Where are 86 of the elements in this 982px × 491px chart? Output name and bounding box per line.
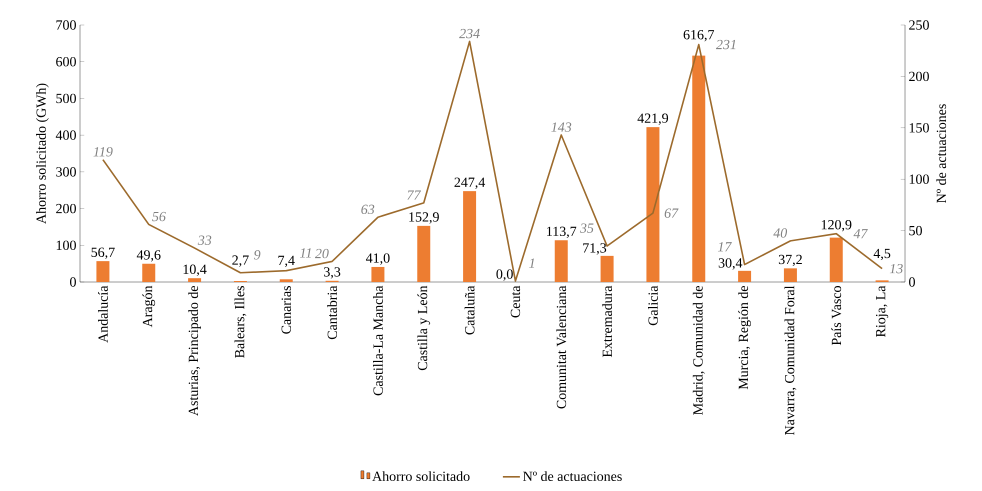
y-tick-label: 0	[70, 277, 76, 287]
data-label: 63	[361, 204, 374, 214]
x-tick-label: Aragón	[142, 286, 156, 328]
data-label: 30,4	[718, 258, 742, 270]
data-label: 33	[198, 236, 212, 245]
x-tick-label: Rioja, La	[876, 286, 888, 338]
bar	[600, 256, 614, 282]
bar	[371, 266, 384, 282]
data-label: 421,9	[637, 114, 668, 125]
x-tick-label: Extremadura	[602, 286, 612, 358]
bar	[463, 191, 476, 282]
bar	[738, 270, 752, 282]
data-label: 11	[300, 248, 311, 258]
data-label: 3,3	[324, 267, 340, 279]
y2-axis-title: Nº de actuaciones	[936, 104, 946, 203]
data-label: 35	[580, 223, 594, 233]
data-label: 37,2	[778, 254, 802, 266]
data-label: 120,9	[822, 220, 852, 232]
bar	[96, 261, 110, 282]
x-tick-label: Cantabria	[327, 286, 337, 340]
y2-tick-label: 200	[909, 72, 929, 82]
data-label: 49,6	[136, 250, 161, 262]
data-label: 13	[890, 264, 903, 274]
legend-label: Nº de actuaciones	[523, 471, 622, 482]
data-label: 152,9	[409, 212, 439, 224]
bar	[142, 264, 156, 282]
y2-tick-label: 150	[910, 123, 929, 133]
y2-tick-label: 250	[909, 20, 929, 30]
y-tick-label: 400	[56, 130, 76, 140]
y2-tick-label: 50	[909, 226, 922, 236]
data-label: 119	[93, 147, 113, 156]
y-tick-label: 100	[56, 240, 76, 250]
y-tick-label: 600	[56, 57, 76, 66]
data-label: 56,7	[92, 248, 115, 259]
data-label: 77	[407, 190, 422, 200]
x-tick-label: Balears, Illes	[234, 286, 246, 358]
data-label: 4,5	[874, 248, 890, 260]
data-label: 67	[664, 208, 679, 218]
y-tick-label: 700	[56, 20, 76, 30]
y2-tick-label: 100	[910, 174, 929, 184]
x-tick-label: Galicia	[648, 286, 658, 326]
bar	[280, 279, 293, 282]
x-tick-label: Ceuta	[510, 286, 520, 318]
bar	[417, 226, 430, 282]
data-label: 2,7	[232, 255, 249, 267]
x-tick-label: País Vasco	[831, 286, 842, 346]
bar	[830, 238, 843, 282]
y-axis-title: Ahorro solicitado (GWh)	[36, 84, 49, 224]
bar	[646, 127, 660, 282]
x-tick-label: Navarra, Comunidad Foral	[784, 286, 796, 436]
data-label: 47	[853, 229, 868, 238]
data-label: 247,4	[454, 178, 486, 189]
y-tick-label: 500	[56, 94, 76, 104]
data-label: 616,7	[684, 30, 714, 42]
x-tick-label: Cataluña	[464, 286, 474, 335]
data-label: 231	[716, 40, 736, 50]
data-label: 17	[718, 242, 732, 252]
data-label: 0,0	[496, 269, 513, 281]
data-label: 41,0	[366, 253, 390, 265]
data-label: 1	[529, 258, 534, 268]
data-label: 143	[551, 122, 572, 132]
x-tick-label: Andalucía	[98, 286, 108, 343]
data-label: 113,7	[547, 226, 576, 238]
data-label: 7,4	[278, 256, 295, 268]
x-tick-label: Murcia, Región de	[738, 286, 751, 390]
y-tick-label: 200	[56, 204, 76, 214]
data-label: 40	[773, 228, 788, 238]
x-tick-label: Canarias	[282, 286, 291, 334]
x-tick-label: Castilla y León	[417, 286, 430, 370]
y-tick-label: 300	[56, 167, 76, 177]
bar	[692, 56, 706, 282]
data-label: 20	[314, 248, 329, 258]
bar	[784, 268, 797, 282]
x-tick-label: Castilla-La Mancha	[373, 286, 383, 396]
data-label: 71,3	[583, 243, 606, 255]
data-label: 10,4	[184, 264, 207, 276]
y2-tick-label: 0	[909, 277, 915, 287]
x-tick-label: Comunitat Valenciana	[556, 286, 566, 408]
x-tick-label: Madrid, Comunidad de	[692, 286, 705, 415]
x-tick-label: Asturias, Principado de	[188, 286, 201, 416]
legend-label: Ahorro solicitado	[372, 471, 470, 482]
bar	[188, 278, 202, 282]
data-label: 56	[152, 212, 166, 222]
bar	[554, 240, 568, 282]
data-label: 234	[459, 28, 480, 38]
data-label: 9	[254, 250, 260, 260]
